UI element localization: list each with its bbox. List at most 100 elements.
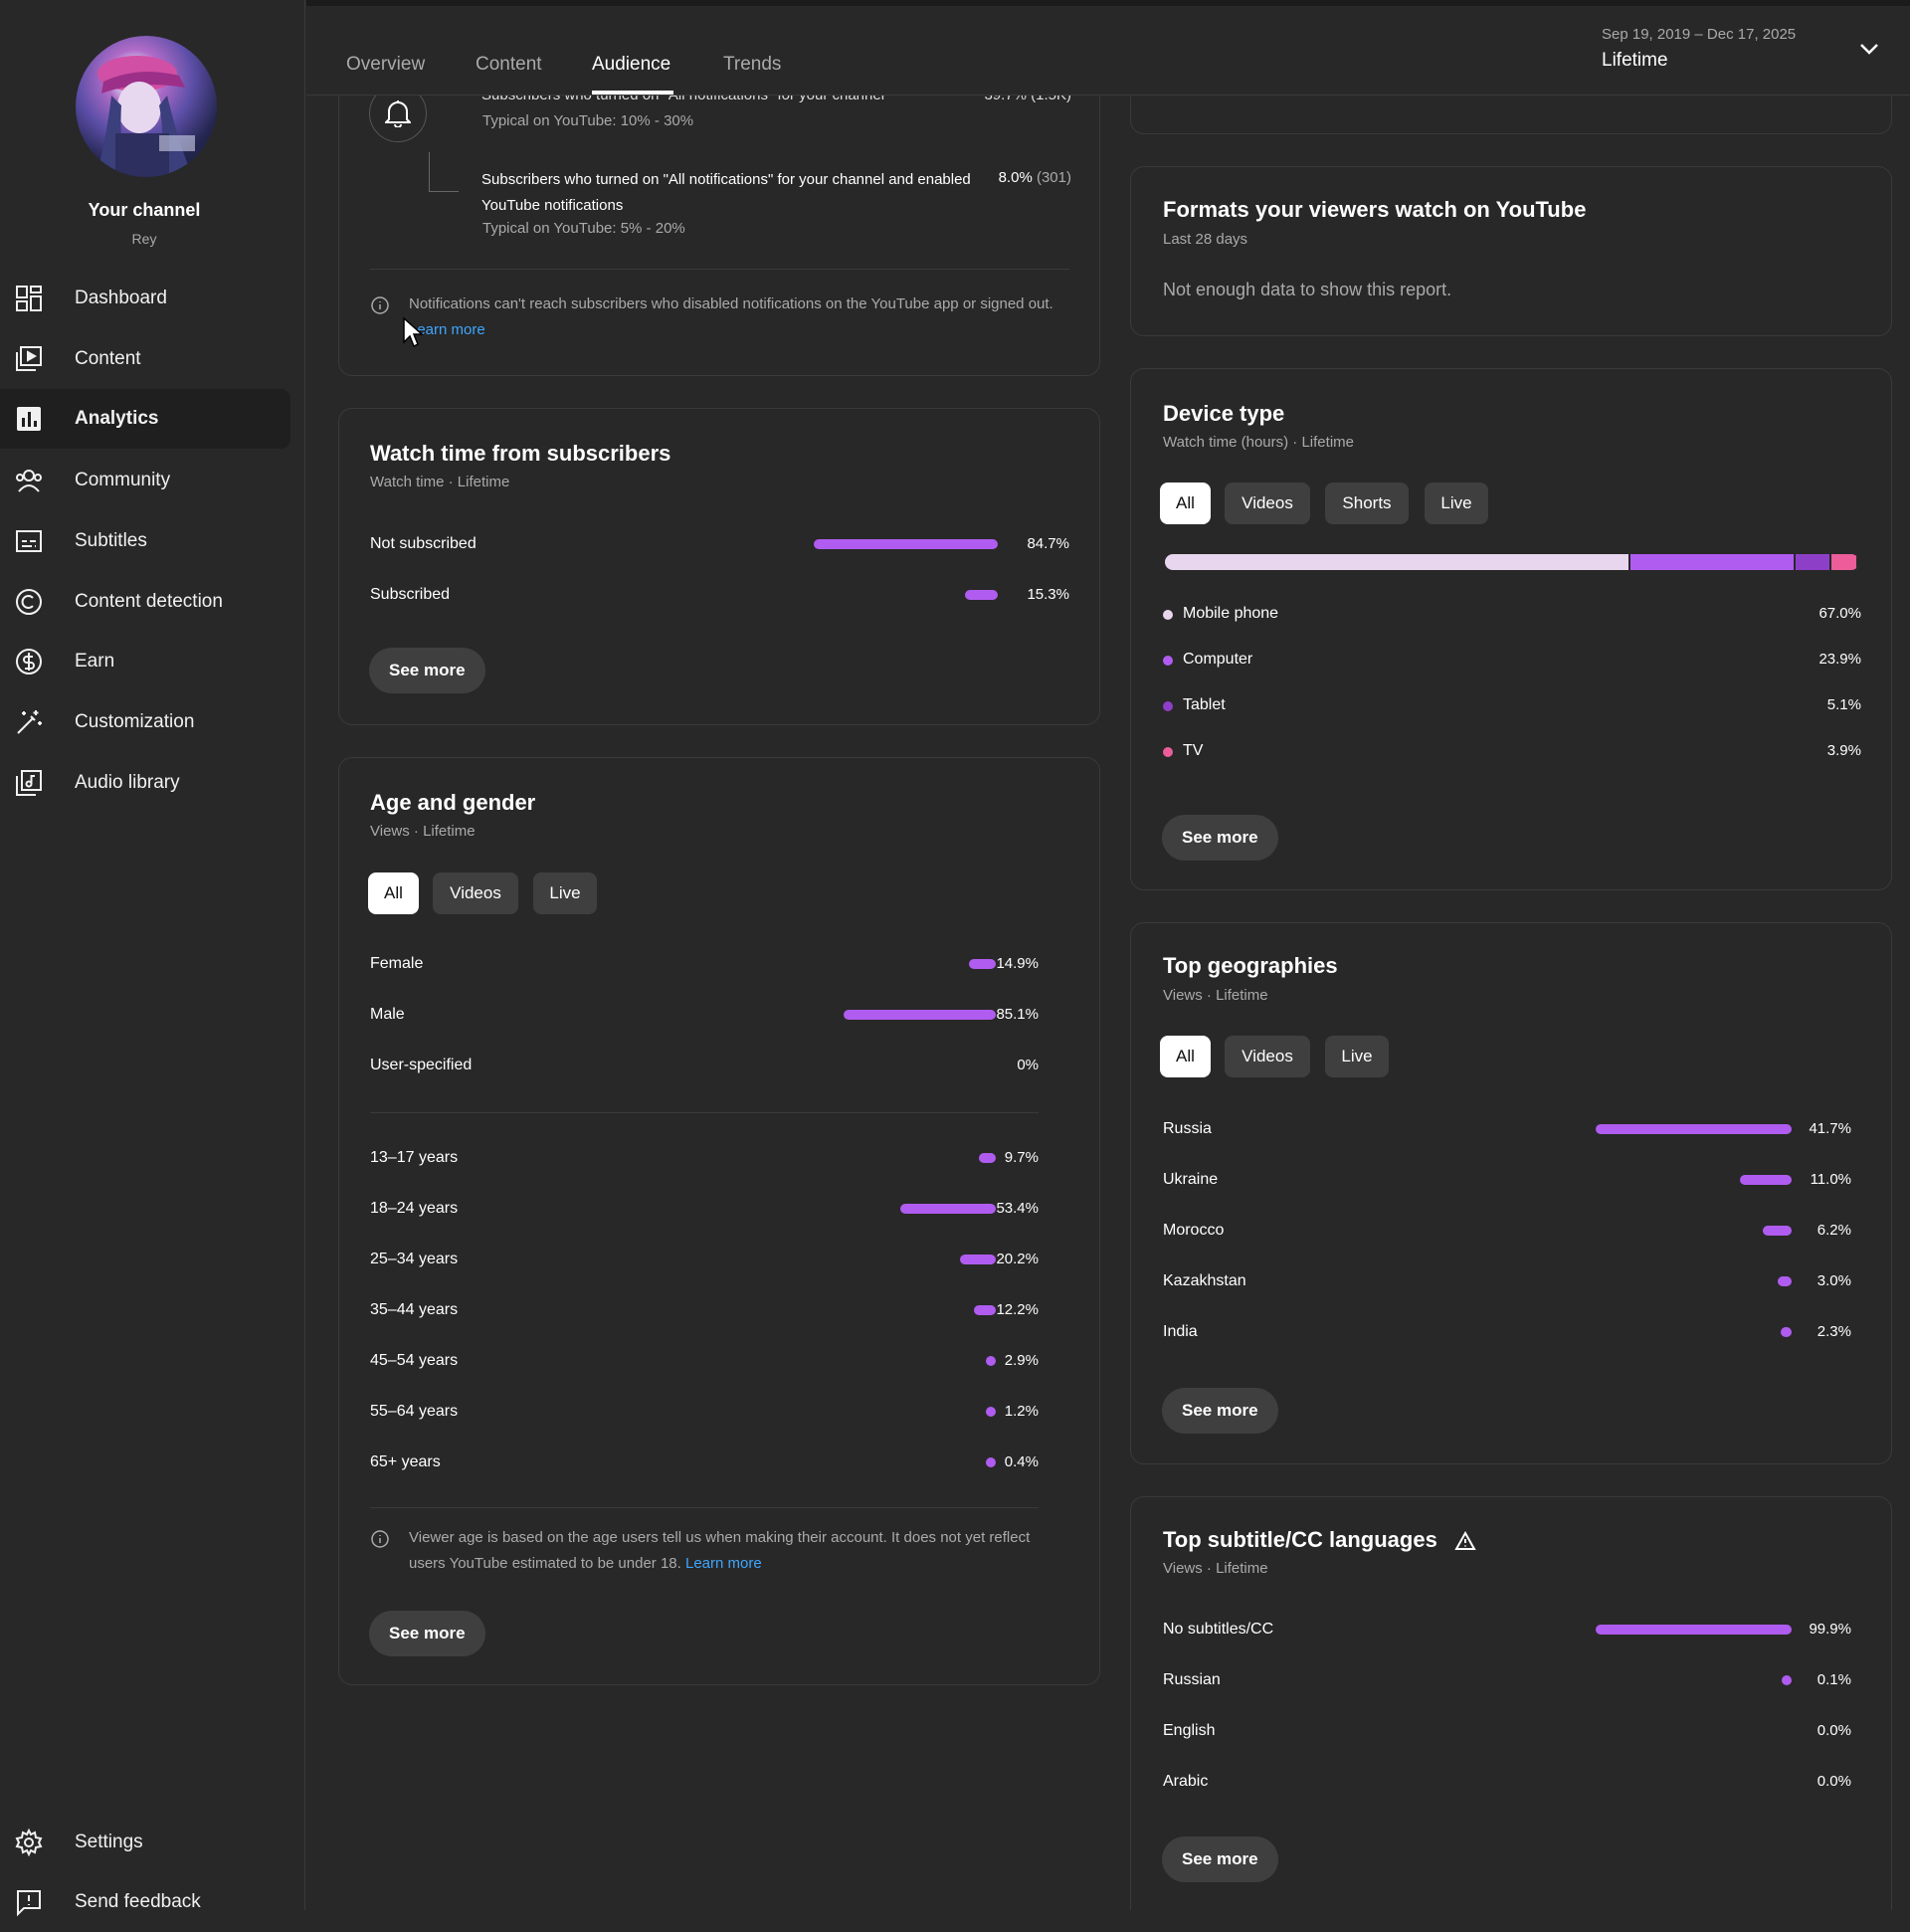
subtitle-row-value: 0.1% <box>1816 1671 1851 1688</box>
sidebar-item-label: Audio library <box>75 772 180 793</box>
channel-avatar[interactable] <box>76 36 217 177</box>
geo-row-bar <box>1762 1226 1792 1236</box>
sidebar-item-label: Community <box>75 470 171 490</box>
watch-row-value: 84.7% <box>1027 535 1069 552</box>
sidebar-item-send-feedback[interactable]: Send feedback <box>0 1872 290 1932</box>
gender-row-bar <box>969 959 996 969</box>
formats-card: Formats your viewers watch on YouTube La… <box>1130 166 1892 336</box>
sidebar-item-content-detection[interactable]: Content detection <box>0 572 290 632</box>
learn-more-link[interactable]: Learn more <box>409 321 485 338</box>
see-more-button[interactable]: See more <box>1162 815 1278 861</box>
device-stack-segment <box>1796 554 1832 570</box>
learn-more-link[interactable]: Learn more <box>684 1555 762 1572</box>
device-stacked-bar <box>1165 554 1859 570</box>
see-more-button[interactable]: See more <box>369 1611 485 1656</box>
geo-row-bar <box>1781 1327 1792 1337</box>
warning-icon[interactable] <box>1454 1531 1476 1551</box>
geo-row-value: 11.0% <box>1810 1171 1851 1188</box>
sidebar-item-subtitles[interactable]: Subtitles <box>0 511 290 571</box>
age-row-value: 2.9% <box>1004 1352 1039 1369</box>
age-row-value: 12.2% <box>996 1301 1039 1318</box>
mouse-cursor-icon <box>403 316 424 348</box>
chip-shorts[interactable]: Shorts <box>1325 483 1409 524</box>
subtitle-row-bar <box>1782 1675 1792 1685</box>
age-row-bar <box>986 1356 996 1366</box>
window-top-strip <box>306 0 1910 6</box>
notif-row-value: 8.0% (301) <box>998 169 1071 186</box>
tab-content[interactable]: Content <box>476 54 542 75</box>
sidebar-item-settings[interactable]: Settings <box>0 1813 290 1872</box>
watch-row-bar <box>814 539 998 549</box>
sidebar-item-customization[interactable]: Customization <box>0 692 290 752</box>
gender-row-value: 85.1% <box>996 1006 1039 1023</box>
subtitle-row-value: 0.0% <box>1816 1773 1851 1790</box>
chip-videos[interactable]: Videos <box>1225 483 1310 524</box>
card-subtitle: Views · Lifetime <box>1163 987 1268 1004</box>
subtitle-row-label: Arabic <box>1163 1773 1209 1790</box>
age-row-bar <box>978 1153 996 1163</box>
content-icon <box>13 343 45 375</box>
sidebar-item-analytics[interactable]: Analytics <box>0 389 290 449</box>
age-row-label: 25–34 years <box>370 1251 459 1267</box>
notif-row-label: Subscribers who turned on "All notificat… <box>481 171 971 214</box>
sidebar-item-label: Earn <box>75 651 115 672</box>
chip-all[interactable]: All <box>368 872 419 914</box>
age-row-value: 9.7% <box>1004 1149 1039 1166</box>
card-subtitle: Watch time (hours) · Lifetime <box>1163 434 1354 451</box>
earn-icon <box>13 646 45 677</box>
age-row-label: 13–17 years <box>370 1149 459 1166</box>
gender-row-label: Male <box>370 1006 405 1023</box>
tree-connector <box>429 152 459 192</box>
device-legend-dot <box>1163 701 1173 711</box>
geo-row-label: Morocco <box>1163 1222 1225 1239</box>
date-range-text[interactable]: Sep 19, 2019 – Dec 17, 2025 <box>1602 26 1797 43</box>
subtitle-row-value: 99.9% <box>1809 1621 1851 1638</box>
device-stack-segment <box>1165 554 1630 570</box>
subtitle-row-bar <box>1596 1625 1792 1635</box>
watch-row-label: Not subscribed <box>370 535 477 552</box>
sidebar-item-content[interactable]: Content <box>0 329 290 389</box>
sidebar-item-label: Subtitles <box>75 530 147 551</box>
date-range-label[interactable]: Lifetime <box>1602 50 1668 71</box>
feedback-icon <box>13 1886 45 1918</box>
device-stack-segment <box>1831 554 1859 570</box>
chip-live[interactable]: Live <box>1325 1036 1389 1077</box>
card-title: Watch time from subscribers <box>370 441 671 466</box>
age-note: Viewer age is based on the age users tel… <box>409 1529 1031 1572</box>
analytics-icon <box>13 403 45 435</box>
dashboard-icon <box>13 283 45 314</box>
geo-row-bar <box>1740 1175 1792 1185</box>
sidebar-item-earn[interactable]: Earn <box>0 632 290 691</box>
tab-audience[interactable]: Audience <box>592 54 671 75</box>
card-subtitle: Views · Lifetime <box>1163 1560 1268 1577</box>
sidebar-item-audio-library[interactable]: Audio library <box>0 753 290 813</box>
formats-message: Not enough data to show this report. <box>1163 280 1452 299</box>
geo-row-label: Russia <box>1163 1120 1212 1137</box>
chip-videos[interactable]: Videos <box>1225 1036 1310 1077</box>
chip-all[interactable]: All <box>1160 483 1211 524</box>
see-more-button[interactable]: See more <box>369 648 485 693</box>
divider <box>370 269 1069 270</box>
chip-all[interactable]: All <box>1160 1036 1211 1077</box>
age-row-value: 1.2% <box>1004 1403 1039 1420</box>
see-more-button[interactable]: See more <box>1162 1836 1278 1882</box>
sidebar-item-label: Settings <box>75 1832 143 1852</box>
sidebar-item-dashboard[interactable]: Dashboard <box>0 269 290 328</box>
sidebar-item-community[interactable]: Community <box>0 451 290 510</box>
chip-live[interactable]: Live <box>533 872 597 914</box>
chip-videos[interactable]: Videos <box>433 872 518 914</box>
tab-trends[interactable]: Trends <box>723 54 782 75</box>
device-legend-dot <box>1163 610 1173 620</box>
geo-row-value: 2.3% <box>1816 1323 1851 1340</box>
card-subtitle: Last 28 days <box>1163 231 1248 248</box>
tab-overview[interactable]: Overview <box>346 54 426 75</box>
chevron-down-icon[interactable] <box>1858 42 1880 56</box>
gender-row-value: 14.9% <box>996 955 1039 972</box>
device-row-label: Mobile phone <box>1183 605 1279 622</box>
age-row-bar <box>986 1407 996 1417</box>
age-row-label: 45–54 years <box>370 1352 459 1369</box>
geo-row-value: 6.2% <box>1816 1222 1851 1239</box>
chip-live[interactable]: Live <box>1425 483 1488 524</box>
see-more-button[interactable]: See more <box>1162 1388 1278 1434</box>
card-subtitle: Views · Lifetime <box>370 823 476 840</box>
